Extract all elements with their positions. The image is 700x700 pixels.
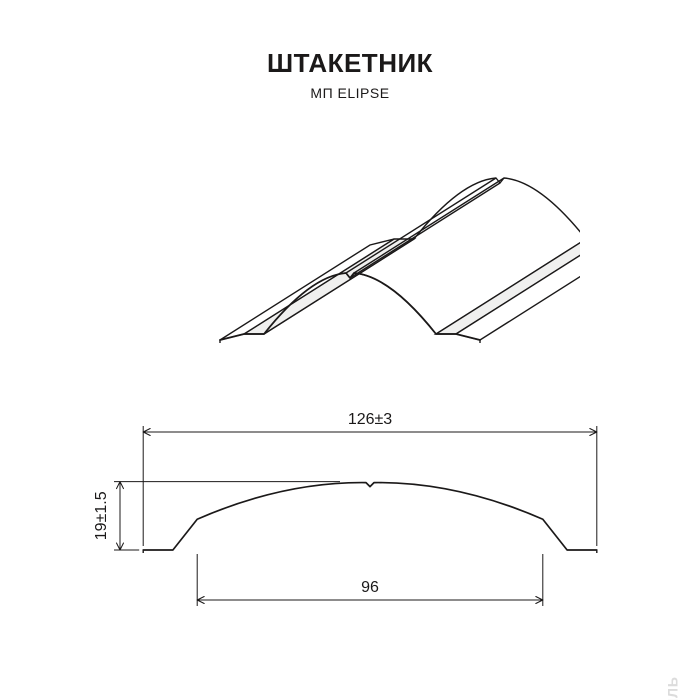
page-subtitle: МП ELIPSE (0, 85, 700, 101)
isometric-svg (120, 150, 580, 370)
isometric-figure (0, 150, 700, 375)
cross-section-svg: 126±3 96 19±1.5 (60, 390, 640, 630)
dimension-height: 19±1.5 (93, 491, 110, 540)
dimension-overall-width: 126±3 (348, 411, 392, 428)
watermark-text: МЕТАЛЛ ПРОФИЛЬ (664, 676, 680, 700)
dimension-inner-width: 96 (361, 579, 379, 596)
cross-section-figure: 126±3 96 19±1.5 (0, 390, 700, 635)
page-title: ШТАКЕТНИК (0, 48, 700, 79)
